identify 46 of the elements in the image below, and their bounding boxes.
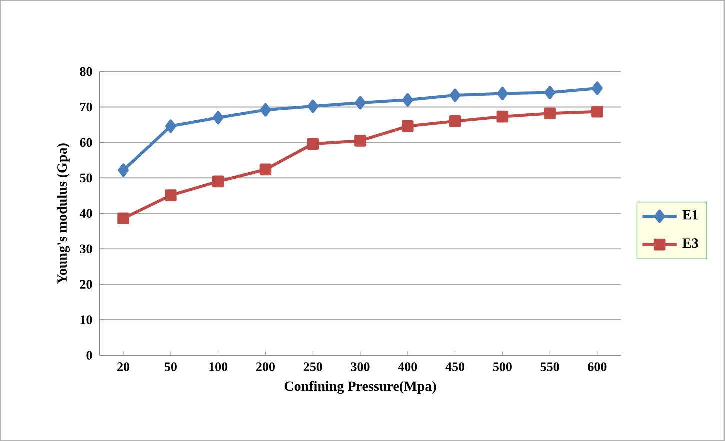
x-tick-label: 550 — [540, 362, 560, 372]
point — [592, 82, 603, 96]
point — [118, 164, 129, 177]
y-tick-label: 10 — [80, 316, 92, 324]
point — [355, 96, 366, 110]
x-tick-label: 500 — [493, 362, 512, 372]
point — [260, 164, 272, 176]
point — [212, 111, 224, 124]
y-tick-label: 0 — [86, 350, 92, 360]
point — [260, 103, 272, 117]
y-tick-label: 20 — [80, 280, 92, 289]
point — [118, 212, 130, 224]
x-axis-title: Confining Pressure(Mpa) — [284, 380, 436, 394]
point — [402, 120, 414, 132]
point — [544, 108, 556, 120]
point — [544, 86, 556, 100]
x-tick-label: 450 — [446, 362, 465, 372]
point — [496, 110, 509, 123]
y-tick-label: 30 — [80, 244, 92, 254]
point — [497, 86, 508, 100]
point — [402, 93, 414, 107]
x-tick-label: 300 — [351, 362, 370, 372]
y-tick-label: 80 — [80, 67, 92, 76]
legend-label: E1 — [682, 210, 698, 220]
y-tick-label: 70 — [80, 102, 92, 112]
point — [592, 106, 604, 118]
y-axis-title: Young's modulus (Gpa) — [57, 144, 70, 284]
y-tick-label: 60 — [80, 138, 92, 147]
x-tick-label: 50 — [164, 362, 177, 372]
x-tick-label: 600 — [588, 362, 607, 372]
x-tick-label: 200 — [256, 362, 275, 372]
point — [449, 115, 462, 128]
point — [307, 138, 320, 150]
legend-label: E3 — [682, 238, 698, 248]
point — [308, 100, 319, 114]
point — [354, 134, 366, 147]
x-tick-label: 20 — [118, 362, 130, 372]
x-tick-label: 100 — [210, 362, 228, 372]
y-tick-label: 40 — [80, 209, 92, 218]
x-tick-label: 400 — [398, 362, 418, 372]
y-tick-label: 50 — [80, 174, 92, 182]
point — [165, 190, 177, 202]
point — [166, 120, 176, 133]
point — [212, 176, 224, 188]
x-tick-label: 250 — [304, 362, 322, 372]
point — [450, 88, 461, 102]
